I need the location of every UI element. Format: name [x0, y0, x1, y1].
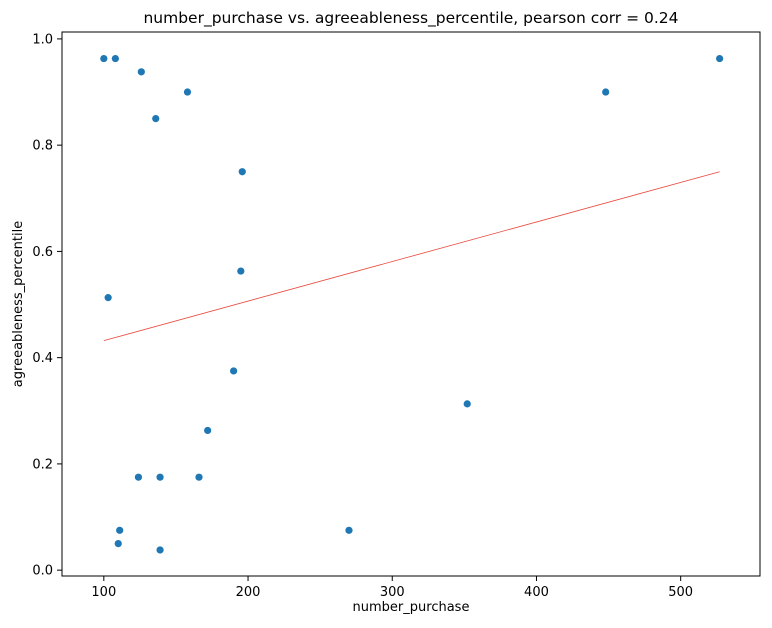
x-tick-label: 200 [236, 585, 261, 600]
chart-title: number_purchase vs. agreeableness_percen… [143, 9, 678, 28]
data-point [100, 54, 108, 63]
data-point [230, 367, 238, 375]
data-point [183, 88, 192, 96]
plot-area-frame [61, 31, 761, 577]
x-tick-label: 300 [380, 585, 405, 600]
y-tick-label: 0.6 [32, 245, 53, 260]
data-point [152, 114, 160, 123]
x-tick-label: 400 [524, 585, 549, 600]
data-point [156, 473, 164, 481]
data-point [156, 546, 164, 554]
data-point [716, 54, 724, 63]
y-tick-label: 0.8 [32, 139, 53, 154]
data-point [104, 294, 112, 302]
data-point [114, 539, 122, 548]
y-tick-label: 1.0 [32, 32, 53, 47]
data-point [238, 168, 246, 176]
y-tick-label: 0.0 [32, 564, 53, 579]
data-point [134, 473, 143, 481]
data-point [463, 400, 471, 408]
data-point [137, 68, 145, 76]
axis-ticks: 100 200 300 400 500 0.0 0.2 0.4 0.6 0.8 1.0 [32, 32, 693, 600]
trend-line-group [103, 171, 720, 342]
data-point [345, 526, 353, 534]
trend-line [103, 171, 720, 342]
data-point [195, 473, 203, 481]
data-point [116, 526, 124, 534]
data-points [100, 54, 724, 554]
x-tick-label: 100 [91, 585, 116, 600]
data-point [204, 426, 212, 435]
x-axis-label: number_purchase [353, 600, 470, 615]
y-axis-label: agreeableness_percentile [11, 221, 26, 387]
data-point [237, 267, 245, 275]
data-point [111, 54, 119, 63]
y-tick-label: 0.2 [32, 457, 53, 472]
x-tick-label: 500 [668, 585, 693, 600]
y-tick-label: 0.4 [32, 351, 53, 366]
data-point [602, 88, 610, 96]
